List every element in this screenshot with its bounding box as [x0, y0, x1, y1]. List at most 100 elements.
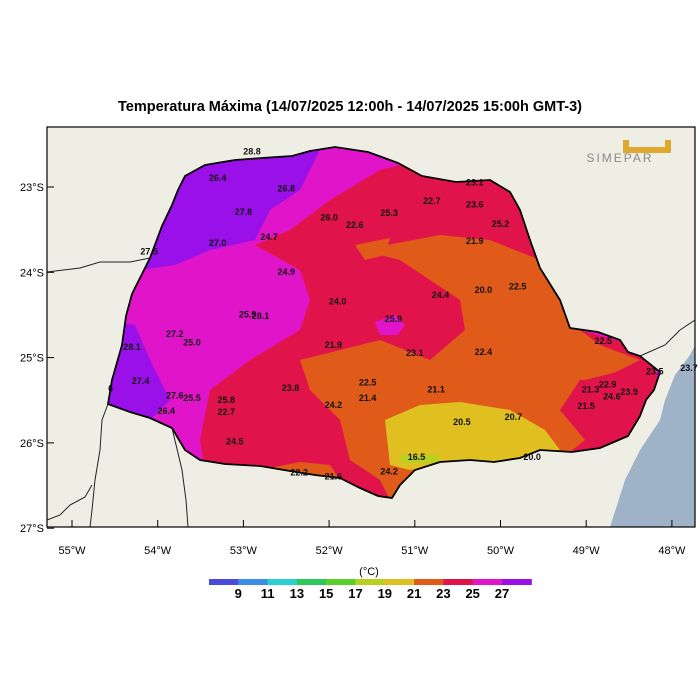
- station-value: 6: [108, 384, 113, 394]
- station-value: 22.4: [475, 347, 493, 357]
- station-value: 24.6: [603, 391, 621, 401]
- station-value: 26.8: [278, 183, 296, 193]
- station-value: 22.9: [599, 380, 617, 390]
- colorbar-swatch: [414, 579, 444, 585]
- lat-label: 27°S: [20, 523, 44, 535]
- ocean: [610, 345, 695, 527]
- station-value: 22.7: [218, 407, 236, 417]
- station-value: 26.4: [158, 406, 176, 416]
- station-value: 27.5: [140, 246, 158, 256]
- station-value: 23.9: [620, 387, 638, 397]
- colorbar-label: 23: [436, 586, 450, 601]
- map-title: Temperatura Máxima (14/07/2025 12:00h - …: [118, 99, 582, 115]
- colorbar-label: 21: [407, 586, 421, 601]
- state-outline: [106, 146, 662, 499]
- station-value: 22.5: [595, 336, 613, 346]
- logo-text: SIMEPAR: [586, 151, 653, 165]
- station-value: 23.7: [680, 363, 698, 373]
- station-value: 21.3: [582, 385, 600, 395]
- station-value: 24.4: [432, 290, 450, 300]
- colorbar-swatch: [267, 579, 298, 585]
- lat-label: 25°S: [20, 353, 44, 365]
- station-value: 28.1: [123, 342, 141, 352]
- station-value: 27.8: [235, 207, 253, 217]
- station-value: 26.0: [320, 212, 338, 222]
- lon-label: 52°W: [316, 545, 344, 557]
- station-value: 25.8: [218, 395, 236, 405]
- colorbar-label: 25: [465, 586, 479, 601]
- station-value: 24.5: [226, 437, 244, 447]
- colorbar-swatch: [502, 579, 532, 585]
- station-value: 24.0: [329, 297, 347, 307]
- station-value: 27.6: [166, 391, 184, 401]
- colorbar-label: 11: [261, 586, 275, 601]
- colorbar-swatch: [209, 579, 239, 585]
- station-value: 16.5: [408, 452, 426, 462]
- station-value: 25.5: [183, 393, 201, 403]
- map-frame: [47, 127, 695, 527]
- border-lines: [47, 257, 695, 527]
- station-value: 21.9: [325, 340, 343, 350]
- station-value: 21.6: [325, 472, 343, 482]
- station-value: 23.8: [282, 383, 300, 393]
- station-value: 27.0: [209, 238, 227, 248]
- colorbar-swatches: [209, 579, 532, 585]
- colorbar-label: 19: [378, 586, 392, 601]
- lon-label: 49°W: [573, 545, 601, 557]
- station-value: 25.3: [380, 208, 398, 218]
- station-value: 23.5: [646, 367, 664, 377]
- station-value: 22.6: [346, 220, 364, 230]
- colorbar-swatch: [296, 579, 327, 585]
- station-value: 21.4: [359, 393, 377, 403]
- lon-label: 51°W: [401, 545, 429, 557]
- lat-label: 23°S: [20, 182, 44, 194]
- station-value: 25.9: [385, 314, 403, 324]
- station-value: 22.7: [423, 196, 441, 206]
- station-value: 23.6: [466, 200, 484, 210]
- colorbar-label: 13: [290, 586, 304, 601]
- colorbar-swatch: [472, 579, 503, 585]
- station-value: 23.1: [406, 348, 424, 358]
- colorbar-label: 27: [495, 586, 509, 601]
- station-value: 20.0: [475, 285, 493, 295]
- station-value: 24.7: [260, 232, 278, 242]
- colorbar-swatch: [443, 579, 474, 585]
- station-value: 28.1: [252, 311, 270, 321]
- colorbar-swatch: [355, 579, 386, 585]
- station-value: 23.1: [466, 177, 484, 187]
- station-value: 20.7: [505, 412, 523, 422]
- station-value: 21.5: [577, 401, 595, 411]
- lat-label: 26°S: [20, 438, 44, 450]
- map-border: [46, 126, 696, 528]
- lat-label: 24°S: [20, 267, 44, 279]
- station-value: 25.2: [492, 219, 510, 229]
- colorbar-label: 15: [319, 586, 333, 601]
- lon-label: 50°W: [487, 545, 515, 557]
- station-value: 24.2: [380, 467, 398, 477]
- logo-mark: [623, 140, 671, 153]
- station-value: 22.5: [509, 281, 527, 291]
- lon-label: 54°W: [144, 545, 172, 557]
- colorbar-labels: 9 11 13 15 17 19 21 23 25 27: [235, 586, 510, 601]
- station-value: 27.2: [166, 329, 184, 339]
- station-value: 27.4: [132, 376, 150, 386]
- station-values: 28.8 26.4 26.8 27.8 26.0 22.6 25.3 22.7 23.6 25.2…: [108, 147, 698, 482]
- station-value: 22.5: [359, 378, 377, 388]
- map-axes: 23°S 24°S 25°S 26°S 27°S 55°W 54°W 53°W 52°W 51°W…: [20, 182, 686, 557]
- station-value: 20.5: [453, 417, 471, 427]
- station-value: 24.9: [278, 267, 296, 277]
- lon-label: 55°W: [58, 545, 86, 557]
- simepar-logo: SIMEPAR: [586, 140, 671, 165]
- colorbar-swatch: [384, 579, 415, 585]
- station-value: 26.4: [209, 173, 227, 183]
- lon-label: 53°W: [230, 545, 258, 557]
- station-value: 21.1: [427, 385, 445, 395]
- station-value: 28.8: [243, 147, 261, 157]
- station-value: 25.9: [239, 310, 257, 320]
- station-value: 24.2: [325, 400, 343, 410]
- colorbar-unit: (°C): [359, 566, 379, 578]
- colorbar-label: 9: [235, 586, 242, 601]
- colorbar: (°C) 9 11 13 15 17 19 21 23 25 27: [209, 566, 532, 601]
- lon-label: 48°W: [658, 545, 686, 557]
